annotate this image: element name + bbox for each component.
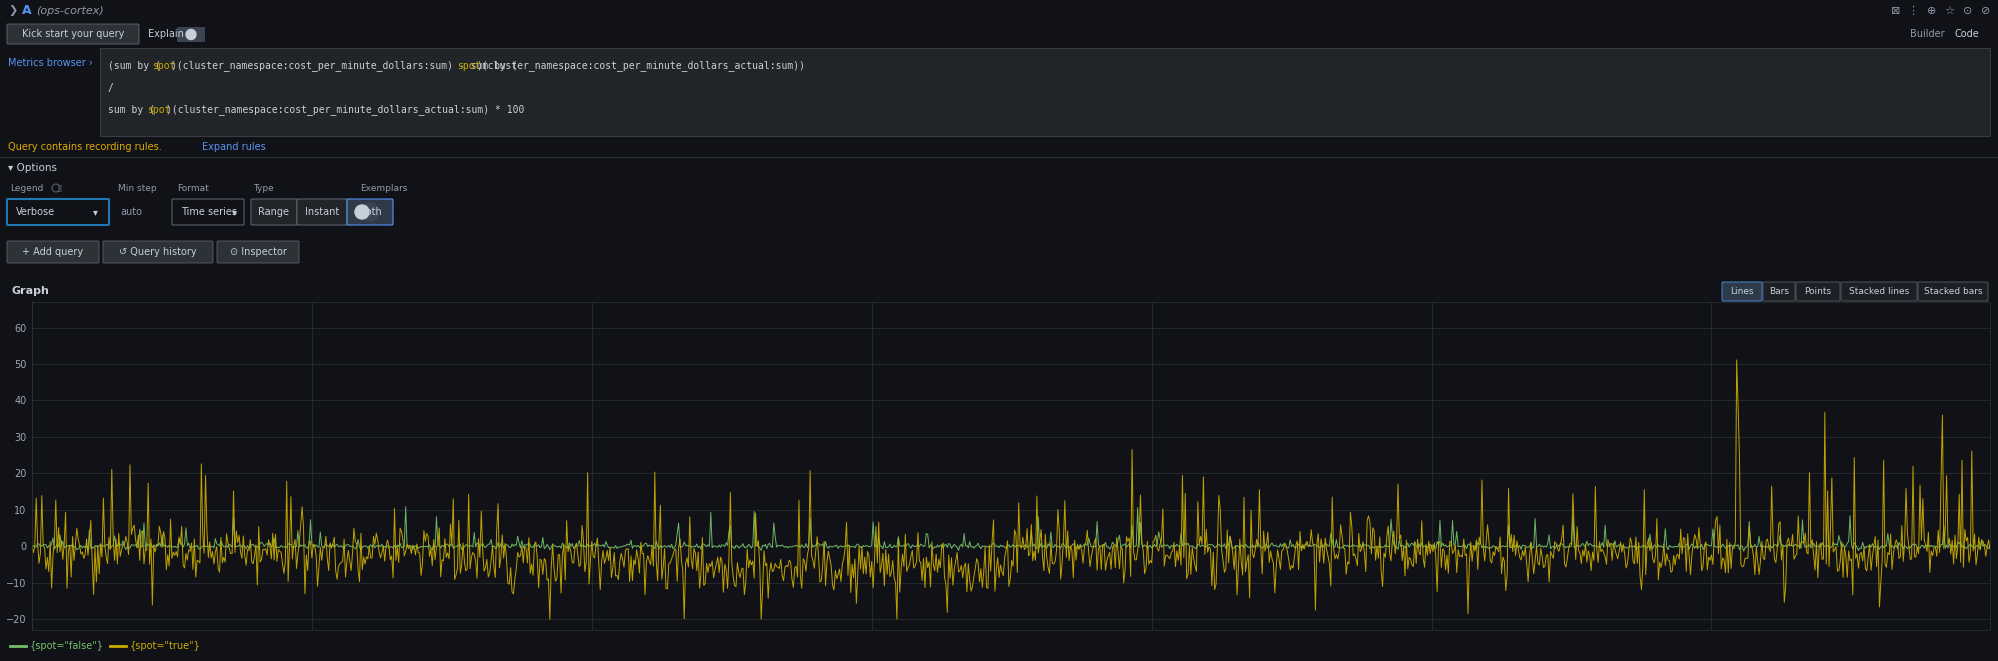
Text: ⓘ: ⓘ: [58, 184, 62, 191]
Text: Graph: Graph: [12, 286, 50, 296]
FancyBboxPatch shape: [348, 199, 394, 225]
Text: (ops-cortex): (ops-cortex): [36, 6, 104, 16]
Text: Type: Type: [254, 184, 274, 192]
Text: Kick start your query: Kick start your query: [22, 29, 124, 39]
Text: Format: Format: [178, 184, 208, 192]
Text: ⊠: ⊠: [1890, 6, 1898, 16]
Text: Both: Both: [358, 207, 382, 217]
Text: ⊙ Inspector: ⊙ Inspector: [230, 247, 286, 257]
FancyBboxPatch shape: [298, 199, 348, 225]
Text: ↺ Query history: ↺ Query history: [120, 247, 196, 257]
Text: ⋮: ⋮: [1906, 6, 1916, 16]
FancyBboxPatch shape: [252, 199, 298, 225]
Text: {spot="true"}: {spot="true"}: [130, 641, 200, 651]
Text: ⊙: ⊙: [1962, 6, 1970, 16]
FancyBboxPatch shape: [8, 241, 100, 263]
Text: (sum by (: (sum by (: [108, 61, 160, 71]
Text: )(cluster_namespace:cost_per_minute_dollars:sum) - sum by (: )(cluster_namespace:cost_per_minute_doll…: [172, 61, 517, 71]
Text: Verbose: Verbose: [16, 207, 56, 217]
Text: ⊕: ⊕: [1926, 6, 1934, 16]
Text: ▾: ▾: [232, 207, 238, 217]
Text: Query contains recording rules.: Query contains recording rules.: [8, 142, 162, 152]
Text: Exemplars: Exemplars: [360, 184, 408, 192]
Text: ▾: ▾: [94, 207, 98, 217]
Text: Builder: Builder: [1908, 29, 1944, 39]
Circle shape: [186, 30, 196, 40]
FancyBboxPatch shape: [1762, 282, 1794, 301]
FancyBboxPatch shape: [104, 241, 214, 263]
Text: ⊘: ⊘: [1980, 6, 1988, 16]
Text: Code: Code: [1954, 29, 1978, 39]
Text: Metrics browser ›: Metrics browser ›: [8, 58, 92, 68]
Text: auto: auto: [120, 207, 142, 217]
Text: Stacked lines: Stacked lines: [1848, 287, 1908, 296]
Circle shape: [362, 203, 380, 221]
FancyBboxPatch shape: [8, 24, 140, 44]
FancyBboxPatch shape: [1794, 282, 1838, 301]
FancyBboxPatch shape: [218, 241, 300, 263]
Text: Time series: Time series: [182, 207, 238, 217]
Text: )(cluster_namespace:cost_per_minute_dollars_actual:sum)): )(cluster_namespace:cost_per_minute_doll…: [476, 61, 805, 71]
Text: Bars: Bars: [1768, 287, 1788, 296]
Text: Stacked bars: Stacked bars: [1922, 287, 1982, 296]
Text: /: /: [108, 83, 114, 93]
FancyBboxPatch shape: [172, 199, 244, 225]
Text: sum by (: sum by (: [108, 105, 156, 115]
Text: Points: Points: [1804, 287, 1830, 296]
Text: Legend: Legend: [10, 184, 44, 192]
Text: spot: spot: [152, 61, 176, 71]
Circle shape: [356, 205, 370, 219]
Text: + Add query: + Add query: [22, 247, 84, 257]
Text: Explain: Explain: [148, 29, 184, 39]
Text: Lines: Lines: [1730, 287, 1752, 296]
Text: Min step: Min step: [118, 184, 156, 192]
Text: ▾ Options: ▾ Options: [8, 163, 58, 173]
Text: Range: Range: [258, 207, 290, 217]
FancyBboxPatch shape: [1916, 282, 1986, 301]
FancyBboxPatch shape: [8, 199, 110, 225]
FancyBboxPatch shape: [1840, 282, 1916, 301]
Text: ❯: ❯: [8, 5, 18, 17]
Text: {spot="false"}: {spot="false"}: [30, 641, 104, 651]
FancyBboxPatch shape: [1720, 282, 1760, 301]
FancyBboxPatch shape: [178, 27, 206, 42]
Text: )(cluster_namespace:cost_per_minute_dollars_actual:sum) * 100: )(cluster_namespace:cost_per_minute_doll…: [166, 104, 523, 116]
Text: A: A: [22, 5, 32, 17]
Text: spot: spot: [458, 61, 480, 71]
Text: Instant: Instant: [306, 207, 340, 217]
Text: ☆: ☆: [1942, 6, 1952, 16]
Text: spot: spot: [146, 105, 170, 115]
Text: Expand rules: Expand rules: [202, 142, 266, 152]
